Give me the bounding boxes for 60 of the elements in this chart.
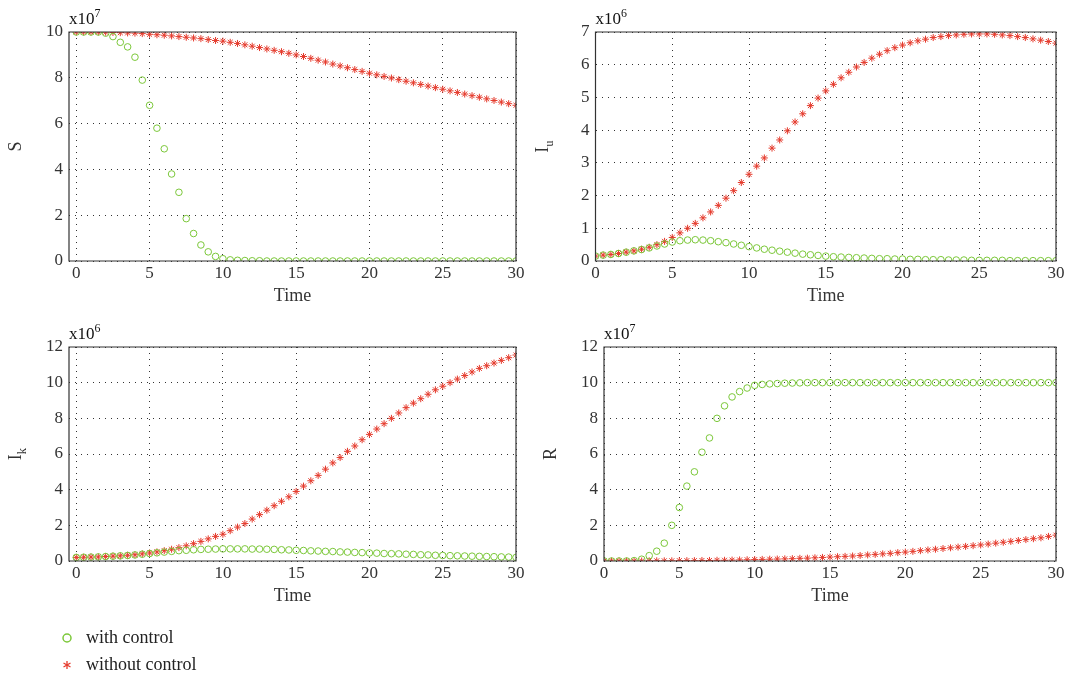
x-tick-label: 0 (72, 562, 81, 582)
y-tick-label: 2 (54, 204, 63, 224)
x-tick-label: 0 (72, 262, 81, 282)
y-tick-label: 4 (589, 479, 599, 499)
x-tick-label: 15 (287, 562, 305, 582)
y-tick-label: 5 (581, 86, 590, 106)
x-tick-label: 10 (214, 562, 232, 582)
y-tick-label: 7 (581, 21, 590, 41)
x-tick-label: 30 (1047, 262, 1065, 282)
x-tick-label: 10 (740, 262, 758, 282)
y-tick-label: 12 (581, 336, 598, 356)
y-tick-label: 4 (581, 119, 590, 139)
x-tick-label: 15 (287, 262, 305, 282)
y-tick-label: 3 (581, 152, 590, 172)
y-tick-label: 2 (589, 514, 598, 534)
y-tick-label: 1 (581, 217, 590, 237)
y-tick-label: 10 (581, 372, 598, 392)
x-axis-title: Time (273, 584, 312, 605)
y-axis-title: S (5, 141, 25, 152)
x-tick-label: 10 (214, 262, 232, 282)
x-tick-label: 15 (821, 562, 839, 582)
x-axis-title: Time (811, 584, 849, 605)
y-tick-label: 2 (54, 514, 63, 534)
y-tick-label: 10 (46, 21, 63, 41)
y-tick-label: 4 (54, 158, 64, 178)
y-tick-label: 8 (54, 67, 63, 87)
x-tick-label: 5 (668, 262, 677, 282)
y-axis-title: R (540, 447, 560, 460)
x-axis-title: Time (807, 284, 845, 305)
y-tick-label: 8 (589, 407, 598, 427)
x-tick-label: 10 (746, 562, 764, 582)
x-tick-label: 25 (434, 562, 452, 582)
x-tick-label: 30 (507, 262, 525, 282)
x-tick-label: 5 (145, 262, 154, 282)
y-tick-label: 6 (581, 54, 590, 74)
x-tick-label: 25 (434, 262, 452, 282)
legend-label: with control (86, 627, 174, 648)
y-tick-label: 4 (54, 479, 64, 499)
x-tick-label: 20 (360, 262, 378, 282)
y-tick-label: 8 (54, 407, 63, 427)
x-tick-label: 30 (507, 562, 525, 582)
x-tick-label: 25 (972, 562, 990, 582)
y-axis-title: Iu (531, 139, 556, 153)
x-tick-label: 20 (896, 562, 914, 582)
y-axis-title: Ik (5, 447, 30, 461)
x-tick-label: 20 (894, 262, 911, 282)
x-tick-label: 5 (675, 562, 684, 582)
x-axis-title: Time (273, 284, 312, 305)
y-tick-label: 12 (46, 336, 63, 356)
x-tick-label: 30 (1047, 562, 1065, 582)
x-tick-label: 20 (360, 562, 378, 582)
y-tick-label: 2 (581, 185, 590, 205)
x-tick-label: 5 (145, 562, 154, 582)
y-tick-label: 6 (54, 113, 63, 133)
y-tick-label: 10 (46, 372, 63, 392)
x-tick-label: 15 (817, 262, 835, 282)
y-tick-label: 6 (54, 443, 63, 463)
x-tick-label: 25 (970, 262, 988, 282)
y-tick-label: 6 (589, 443, 598, 463)
legend-label: without control (86, 654, 197, 675)
